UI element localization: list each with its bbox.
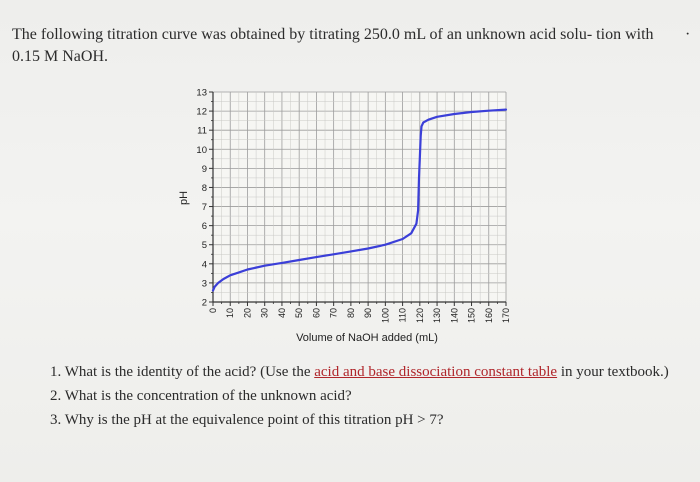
x-tick-label-160: 160 bbox=[484, 308, 494, 323]
y-axis-title: pH bbox=[178, 191, 190, 205]
x-tick-label-70: 70 bbox=[329, 308, 339, 318]
question-list: 1. What is the identity of the acid? (Us… bbox=[50, 362, 680, 434]
y-tick-label-13: 13 bbox=[196, 88, 207, 99]
x-tick-label-80: 80 bbox=[346, 308, 356, 318]
y-tick-label-5: 5 bbox=[202, 240, 207, 251]
x-tick-label-50: 50 bbox=[294, 308, 304, 318]
x-tick-label-110: 110 bbox=[398, 308, 408, 322]
x-axis-title: Volume of NaOH added (mL) bbox=[296, 332, 438, 344]
x-tick-label-170: 170 bbox=[501, 308, 511, 323]
dissociation-table-link[interactable]: acid and base dissociation constant tabl… bbox=[314, 364, 558, 380]
y-tick-label-2: 2 bbox=[202, 298, 207, 309]
x-tick-label-90: 90 bbox=[363, 308, 373, 318]
titration-curve-line bbox=[211, 108, 508, 292]
question-2-number: 2. bbox=[50, 388, 62, 404]
x-tick-label-100: 100 bbox=[380, 308, 390, 323]
problem-intro: The following titration curve was obtain… bbox=[12, 24, 690, 68]
question-1-text-after: in your textbook.) bbox=[557, 364, 669, 380]
y-tick-label-8: 8 bbox=[202, 183, 207, 194]
question-1: 1. What is the identity of the acid? (Us… bbox=[50, 362, 680, 383]
x-tick-label-30: 30 bbox=[260, 308, 270, 318]
x-tick-label-120: 120 bbox=[415, 308, 425, 323]
question-2: 2. What is the concentration of the unkn… bbox=[50, 386, 680, 407]
y-tick-label-11: 11 bbox=[197, 126, 207, 137]
stray-mark: · bbox=[685, 26, 691, 43]
x-tick-label-140: 140 bbox=[449, 308, 459, 323]
y-tick-label-3: 3 bbox=[202, 278, 207, 289]
y-tick-label-9: 9 bbox=[202, 164, 207, 175]
grid-lines bbox=[212, 91, 507, 303]
question-2-text: What is the concentration of the unknown… bbox=[64, 388, 352, 404]
x-tick-label-0: 0 bbox=[208, 308, 218, 313]
x-tick-label-20: 20 bbox=[242, 308, 252, 318]
question-3-text: Why is the pH at the equivalence point o… bbox=[64, 412, 444, 428]
x-tick-label-150: 150 bbox=[467, 308, 477, 323]
x-tick-label-60: 60 bbox=[311, 308, 321, 318]
y-tick-label-6: 6 bbox=[202, 221, 207, 232]
x-tick-label-10: 10 bbox=[225, 308, 235, 318]
question-1-number: 1. bbox=[50, 364, 62, 380]
question-1-text-before: What is the identity of the acid? (Use t… bbox=[64, 364, 315, 380]
y-tick-label-7: 7 bbox=[202, 202, 207, 213]
x-tick-label-40: 40 bbox=[277, 308, 287, 318]
series-layer bbox=[211, 108, 508, 292]
problem-intro-text: The following titration curve was obtain… bbox=[12, 26, 654, 65]
y-tick-label-12: 12 bbox=[196, 107, 207, 118]
question-3-number: 3. bbox=[50, 412, 62, 428]
x-tick-label-130: 130 bbox=[432, 308, 442, 323]
question-3: 3. Why is the pH at the equivalence poin… bbox=[50, 410, 680, 431]
y-tick-label-10: 10 bbox=[196, 145, 207, 156]
y-tick-label-4: 4 bbox=[202, 259, 207, 270]
